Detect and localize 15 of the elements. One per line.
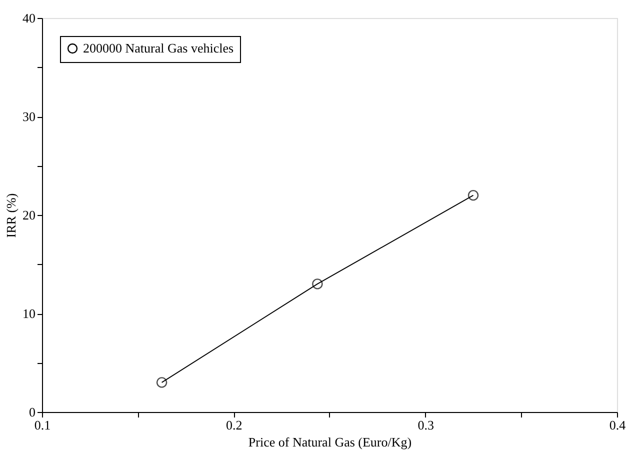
x-tick-label: 0.4 bbox=[609, 418, 626, 432]
y-tick-label: 0 bbox=[29, 404, 36, 420]
y-tick-label: 20 bbox=[22, 208, 36, 222]
point bbox=[156, 377, 168, 388]
legend-label: 200000 Natural Gas vehicles bbox=[83, 40, 234, 56]
point bbox=[468, 190, 479, 201]
point bbox=[312, 278, 323, 290]
x-axis-title: Price of Natural Gas (Euro/Kg) bbox=[248, 434, 412, 450]
y-tick-label: 10 bbox=[22, 306, 36, 321]
y-tick-label: 40 bbox=[22, 10, 36, 26]
x-tick-label: 0.3 bbox=[418, 418, 434, 432]
y-tick-label: 30 bbox=[22, 109, 36, 124]
x-tick-label: 0.1 bbox=[34, 418, 51, 432]
y-axis-title: IRR (%) bbox=[4, 193, 18, 238]
x-tick-label: 0.2 bbox=[226, 418, 242, 432]
